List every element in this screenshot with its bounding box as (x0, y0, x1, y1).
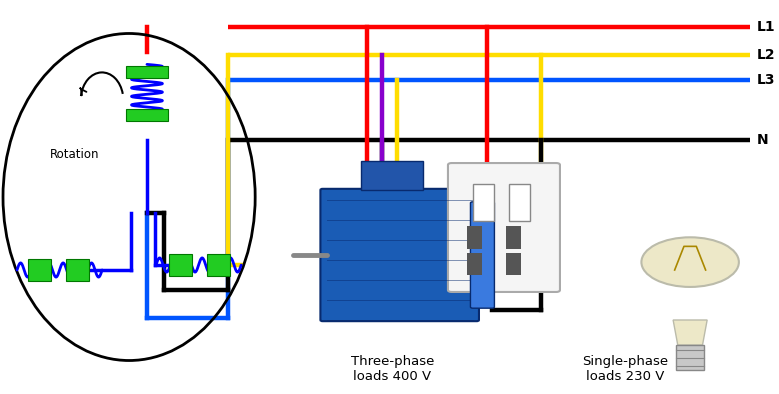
FancyBboxPatch shape (471, 202, 495, 308)
Bar (361, 162, 423, 190)
Text: N: N (756, 133, 768, 147)
Polygon shape (673, 320, 707, 345)
Text: L2: L2 (756, 48, 775, 62)
Bar (506, 226, 520, 249)
Bar (467, 253, 482, 275)
Text: Three-phase
loads 400 V: Three-phase loads 400 V (351, 355, 434, 383)
Polygon shape (125, 66, 168, 78)
Bar (473, 184, 494, 221)
Bar (509, 184, 530, 221)
Text: Rotation: Rotation (50, 149, 99, 162)
Circle shape (468, 264, 481, 271)
Polygon shape (66, 259, 89, 281)
Polygon shape (169, 254, 192, 276)
Polygon shape (207, 254, 230, 276)
Bar (506, 253, 520, 275)
Bar (676, 345, 704, 370)
FancyBboxPatch shape (320, 189, 479, 321)
Text: L3: L3 (756, 73, 775, 87)
Text: Single-phase
loads 230 V: Single-phase loads 230 V (583, 355, 668, 383)
Polygon shape (28, 259, 51, 281)
Circle shape (506, 264, 519, 271)
FancyBboxPatch shape (448, 163, 560, 292)
Polygon shape (125, 109, 168, 121)
Bar (467, 226, 482, 249)
Circle shape (641, 237, 738, 287)
Text: L1: L1 (756, 20, 775, 34)
